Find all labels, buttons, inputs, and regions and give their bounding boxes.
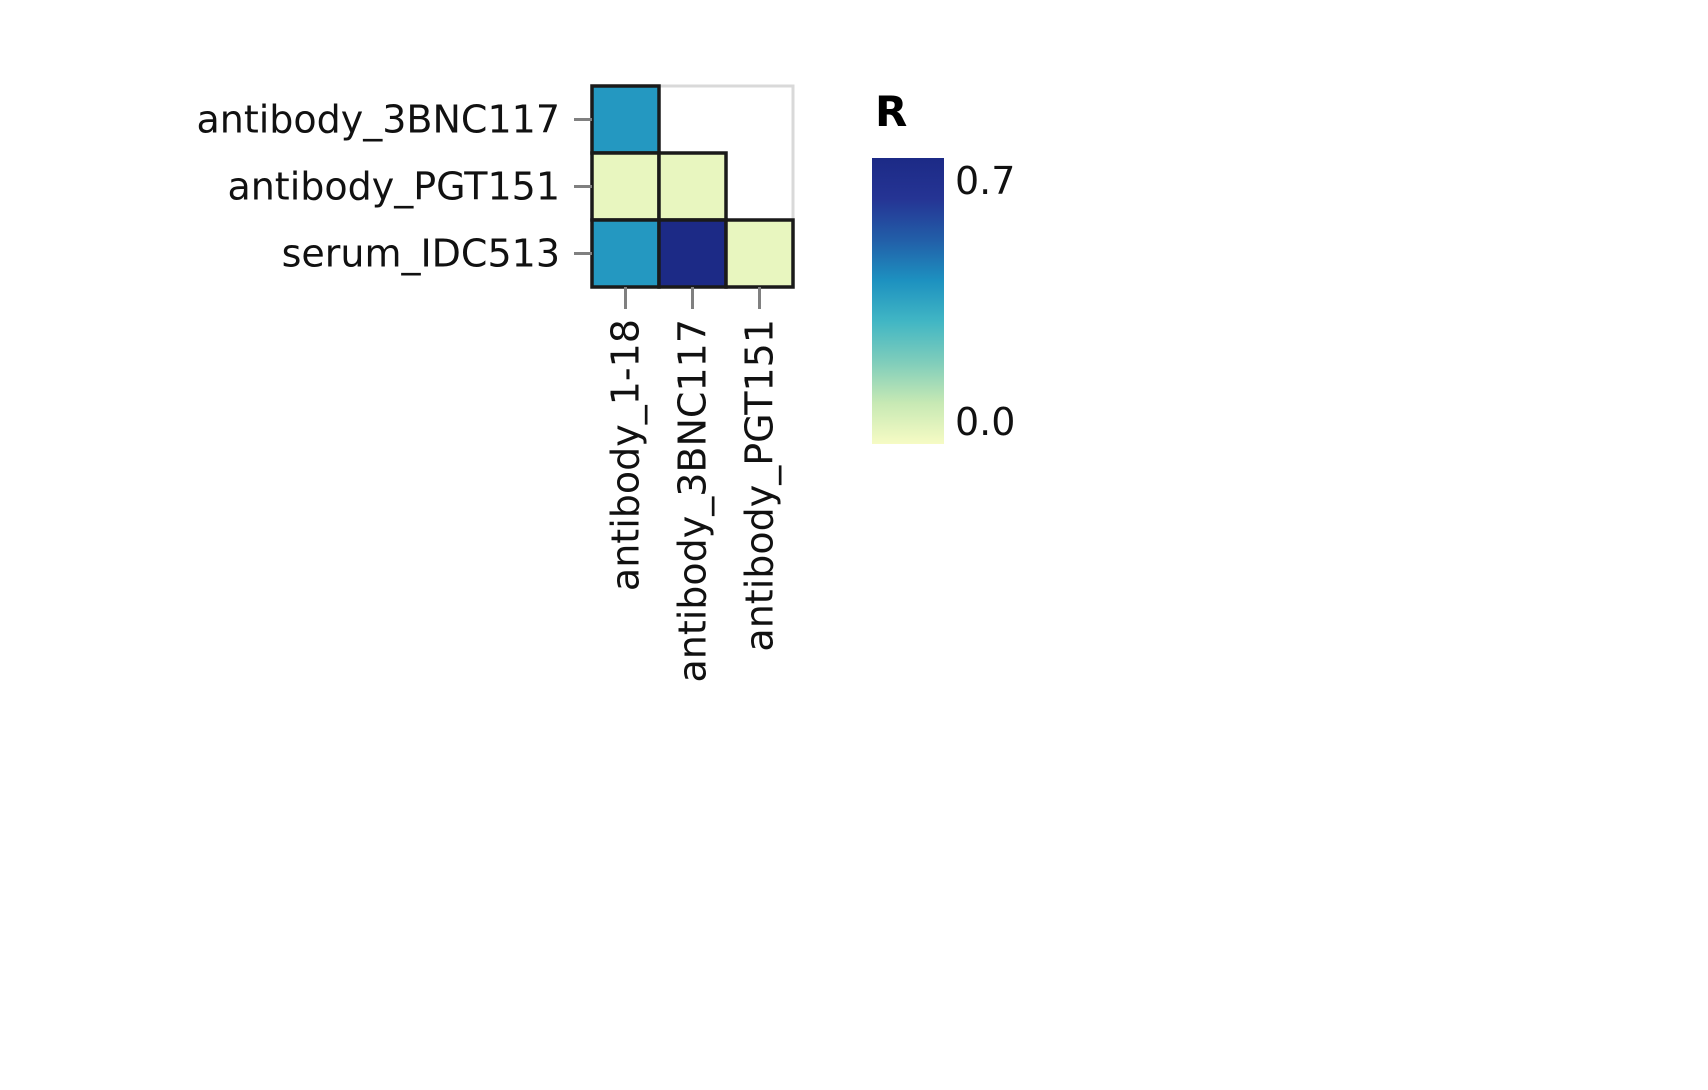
x-tick-label: antibody_1-18 bbox=[604, 319, 648, 591]
legend-color-bar bbox=[872, 158, 944, 444]
x-tick-label: antibody_PGT151 bbox=[738, 319, 782, 652]
color-legend: R 0.7 0.0 bbox=[872, 87, 1015, 444]
heatmap-plot-area bbox=[590, 84, 795, 289]
heatmap-cell bbox=[657, 218, 728, 289]
y-tick-label: antibody_PGT151 bbox=[227, 165, 560, 209]
legend-title: R bbox=[875, 87, 907, 136]
y-tick-label: serum_IDC513 bbox=[282, 232, 560, 276]
x-axis: antibody_1-18 antibody_3BNC117 antibody_PG… bbox=[604, 287, 782, 683]
heatmap-cell bbox=[724, 218, 795, 289]
legend-min-label: 0.0 bbox=[955, 400, 1015, 444]
legend-max-label: 0.7 bbox=[955, 159, 1015, 203]
heatmap-cell bbox=[590, 151, 661, 222]
y-axis: antibody_3BNC117 antibody_PGT151 serum_IDC… bbox=[196, 98, 592, 276]
heatmap-cell bbox=[590, 218, 661, 289]
heatmap-cell bbox=[657, 151, 728, 222]
x-tick-label: antibody_3BNC117 bbox=[671, 319, 715, 683]
y-tick-label: antibody_3BNC117 bbox=[196, 98, 560, 142]
heatmap-cell bbox=[590, 84, 661, 155]
